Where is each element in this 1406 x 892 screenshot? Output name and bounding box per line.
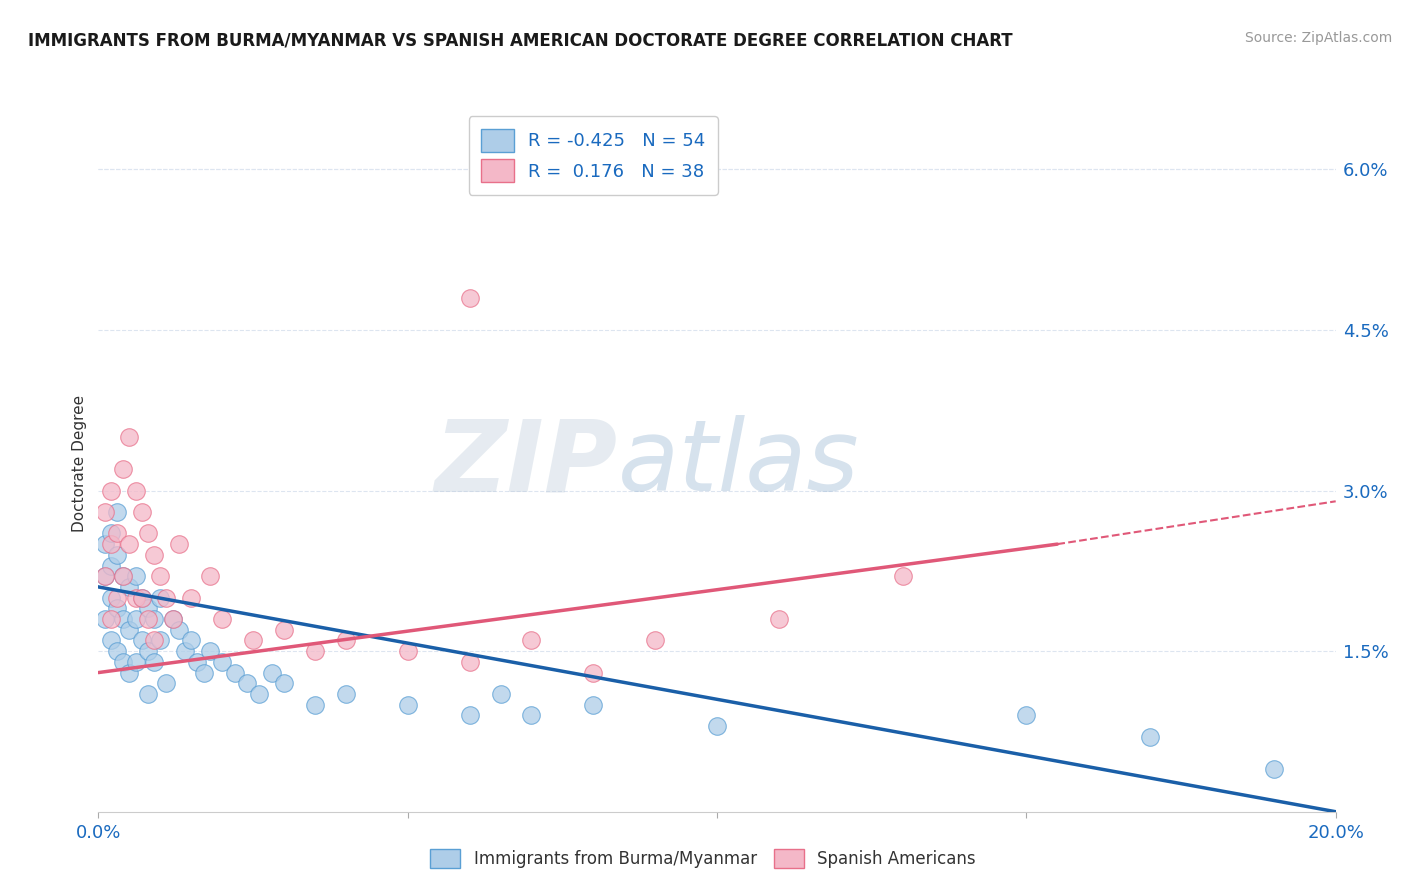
- Point: [136, 612, 159, 626]
- Point: [105, 601, 128, 615]
- Point: [93, 569, 115, 583]
- Point: [93, 537, 115, 551]
- Point: [100, 483, 122, 498]
- Point: [304, 644, 326, 658]
- Point: [180, 591, 202, 605]
- Legend: R = -0.425   N = 54, R =  0.176   N = 38: R = -0.425 N = 54, R = 0.176 N = 38: [468, 116, 718, 194]
- Point: [118, 623, 141, 637]
- Point: [136, 687, 159, 701]
- Point: [458, 655, 481, 669]
- Point: [335, 687, 357, 701]
- Point: [167, 537, 190, 551]
- Point: [198, 644, 221, 658]
- Point: [644, 633, 666, 648]
- Text: Source: ZipAtlas.com: Source: ZipAtlas.com: [1244, 31, 1392, 45]
- Point: [149, 633, 172, 648]
- Point: [124, 569, 146, 583]
- Point: [100, 591, 122, 605]
- Point: [193, 665, 215, 680]
- Point: [224, 665, 246, 680]
- Point: [242, 633, 264, 648]
- Point: [105, 505, 128, 519]
- Point: [124, 591, 146, 605]
- Point: [247, 687, 270, 701]
- Point: [211, 655, 233, 669]
- Point: [143, 655, 166, 669]
- Point: [198, 569, 221, 583]
- Point: [124, 655, 146, 669]
- Point: [100, 526, 122, 541]
- Text: ZIP: ZIP: [434, 416, 619, 512]
- Point: [304, 698, 326, 712]
- Point: [260, 665, 283, 680]
- Point: [706, 719, 728, 733]
- Point: [131, 591, 153, 605]
- Point: [118, 537, 141, 551]
- Point: [582, 698, 605, 712]
- Point: [149, 569, 172, 583]
- Point: [143, 633, 166, 648]
- Point: [520, 708, 543, 723]
- Point: [167, 623, 190, 637]
- Point: [100, 558, 122, 573]
- Text: IMMIGRANTS FROM BURMA/MYANMAR VS SPANISH AMERICAN DOCTORATE DEGREE CORRELATION C: IMMIGRANTS FROM BURMA/MYANMAR VS SPANISH…: [28, 31, 1012, 49]
- Point: [112, 655, 135, 669]
- Point: [93, 569, 115, 583]
- Point: [124, 483, 146, 498]
- Point: [174, 644, 197, 658]
- Point: [105, 591, 128, 605]
- Point: [105, 548, 128, 562]
- Point: [100, 612, 122, 626]
- Point: [273, 623, 295, 637]
- Legend: Immigrants from Burma/Myanmar, Spanish Americans: Immigrants from Burma/Myanmar, Spanish A…: [423, 842, 983, 875]
- Point: [489, 687, 512, 701]
- Point: [891, 569, 914, 583]
- Point: [143, 612, 166, 626]
- Point: [136, 526, 159, 541]
- Point: [93, 612, 115, 626]
- Point: [100, 633, 122, 648]
- Point: [112, 569, 135, 583]
- Point: [768, 612, 790, 626]
- Point: [211, 612, 233, 626]
- Y-axis label: Doctorate Degree: Doctorate Degree: [72, 395, 87, 533]
- Point: [93, 505, 115, 519]
- Point: [186, 655, 208, 669]
- Point: [236, 676, 259, 690]
- Point: [1015, 708, 1038, 723]
- Point: [1139, 730, 1161, 744]
- Point: [131, 633, 153, 648]
- Point: [273, 676, 295, 690]
- Point: [1263, 762, 1285, 776]
- Point: [131, 505, 153, 519]
- Point: [105, 644, 128, 658]
- Point: [100, 537, 122, 551]
- Text: atlas: atlas: [619, 416, 859, 512]
- Point: [155, 591, 177, 605]
- Point: [162, 612, 184, 626]
- Point: [118, 430, 141, 444]
- Point: [143, 548, 166, 562]
- Point: [131, 591, 153, 605]
- Point: [105, 526, 128, 541]
- Point: [396, 644, 419, 658]
- Point: [155, 676, 177, 690]
- Point: [162, 612, 184, 626]
- Point: [582, 665, 605, 680]
- Point: [118, 580, 141, 594]
- Point: [118, 665, 141, 680]
- Point: [149, 591, 172, 605]
- Point: [520, 633, 543, 648]
- Point: [458, 708, 481, 723]
- Point: [112, 569, 135, 583]
- Point: [112, 612, 135, 626]
- Point: [112, 462, 135, 476]
- Point: [124, 612, 146, 626]
- Point: [136, 601, 159, 615]
- Point: [458, 291, 481, 305]
- Point: [136, 644, 159, 658]
- Point: [396, 698, 419, 712]
- Point: [335, 633, 357, 648]
- Point: [180, 633, 202, 648]
